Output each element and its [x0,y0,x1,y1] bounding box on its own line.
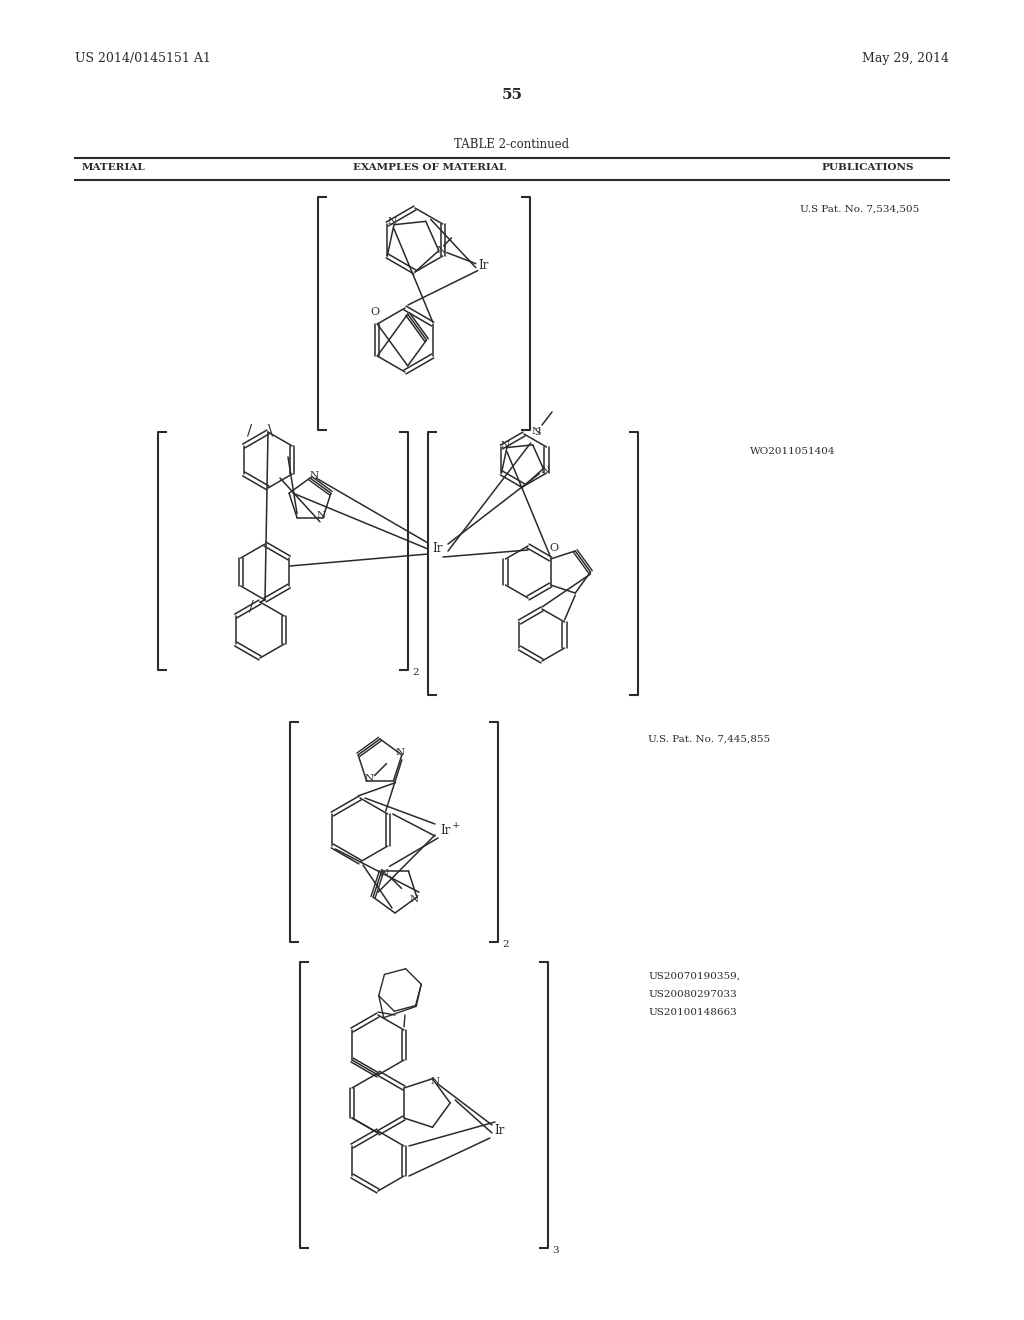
Text: May 29, 2014: May 29, 2014 [862,51,949,65]
Text: US20080297033: US20080297033 [648,990,736,999]
Text: O: O [550,543,558,553]
Text: +: + [452,821,460,830]
Text: US 2014/0145151 A1: US 2014/0145151 A1 [75,51,211,65]
Text: 2: 2 [502,940,509,949]
Text: N: N [380,869,389,878]
Text: N: N [365,774,374,783]
Text: N: N [387,218,396,226]
Text: US20100148663: US20100148663 [648,1008,736,1016]
Text: N: N [501,441,510,450]
Text: 55: 55 [502,88,522,102]
Text: U.S Pat. No. 7,534,505: U.S Pat. No. 7,534,505 [800,205,920,214]
Text: N: N [395,748,404,758]
Text: 3: 3 [534,428,541,437]
Text: U.S. Pat. No. 7,445,855: U.S. Pat. No. 7,445,855 [648,735,770,744]
Text: EXAMPLES OF MATERIAL: EXAMPLES OF MATERIAL [353,162,507,172]
Text: N: N [410,895,419,904]
Text: Ir: Ir [440,824,451,837]
Text: WO2011051404: WO2011051404 [750,447,836,455]
Text: Ir: Ir [433,543,443,556]
Text: Ir: Ir [495,1123,505,1137]
Text: US20070190359,: US20070190359, [648,972,740,981]
Text: N: N [431,1077,440,1086]
Text: N: N [531,428,541,437]
Text: /: / [248,422,253,437]
Text: \: \ [268,422,273,437]
Text: MATERIAL: MATERIAL [82,162,145,172]
Text: O: O [371,308,380,317]
Text: Ir: Ir [478,259,489,272]
Text: N: N [309,471,318,480]
Text: 3: 3 [552,1246,559,1255]
Text: TABLE 2-continued: TABLE 2-continued [455,139,569,150]
Text: 2: 2 [412,668,419,677]
Text: PUBLICATIONS: PUBLICATIONS [821,162,914,172]
Text: N: N [316,511,326,520]
Text: N: N [436,246,445,255]
Text: /: / [249,601,253,614]
Text: N: N [541,466,550,475]
